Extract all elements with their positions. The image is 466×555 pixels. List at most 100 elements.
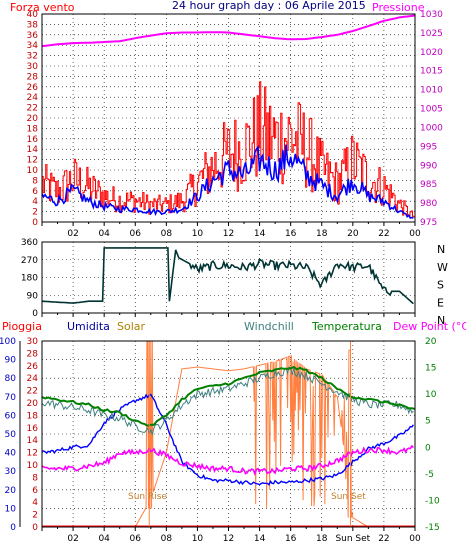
- wind-tick-label: 36: [27, 31, 39, 41]
- pressure-tick-label: 1020: [420, 48, 443, 58]
- sunrise-annotation: Sun Rise: [128, 492, 167, 502]
- pressure-tick-label: 980: [420, 199, 437, 209]
- rain-tick-label: 0: [32, 523, 38, 533]
- windchill-series: [41, 366, 414, 437]
- pressure-tick-label: 1005: [420, 105, 443, 115]
- x-tick-label: 14: [254, 534, 266, 544]
- wind-tick-label: 34: [27, 41, 39, 51]
- temperature-tick-label: 20: [425, 337, 437, 347]
- x-tick-label: 06: [130, 534, 142, 544]
- temperature-tick-label: 0: [425, 443, 431, 453]
- solar-label: Solar: [117, 320, 146, 333]
- rain-tick-label: 16: [27, 424, 39, 434]
- wind-direction-series: [41, 247, 414, 305]
- rain-tick-label: 4: [32, 498, 38, 508]
- x-tick-label: 00: [409, 229, 421, 239]
- humidity-tick-label: 10: [5, 504, 17, 514]
- compass-label: E: [437, 296, 444, 309]
- wind-tick-label: 10: [27, 166, 39, 176]
- pressure-tick-label: 975: [420, 218, 437, 228]
- temperature-tick-label: 15: [425, 364, 436, 374]
- temperature-tick-label: 5: [425, 417, 431, 427]
- wind-tick-label: 38: [27, 20, 39, 30]
- dewpoint-label: Dew Point (°C): [393, 320, 466, 333]
- wind-tick-label: 4: [32, 197, 38, 207]
- pressure-tick-label: 1015: [420, 67, 443, 77]
- rain-tick-label: 30: [27, 337, 39, 347]
- humidity-tick-label: 60: [5, 411, 17, 421]
- temperature-tick-label: 10: [425, 390, 437, 400]
- humidity-tick-label: 20: [5, 486, 17, 496]
- temperature-tick-label: -15: [425, 523, 440, 533]
- humidity-tick-label: 50: [5, 430, 17, 440]
- wind-tick-label: 22: [27, 104, 38, 114]
- compass-label: S: [437, 279, 444, 292]
- x-tick-label: 02: [67, 534, 78, 544]
- pressure-tick-label: 990: [420, 161, 437, 171]
- humidity-tick-label: 70: [5, 393, 17, 403]
- wind-tick-label: 24: [27, 93, 39, 103]
- rain-tick-label: 10: [27, 461, 39, 471]
- pressure-tick-label: 985: [420, 180, 437, 190]
- x-tick-label: 04: [98, 229, 110, 239]
- rain-tick-label: 12: [27, 449, 38, 459]
- x-tick-label: 20: [347, 229, 359, 239]
- pressure-tick-label: 1010: [420, 86, 443, 96]
- windchill-label: Windchill: [244, 320, 294, 333]
- wind-tick-label: 0: [32, 218, 38, 228]
- x-tick-label: 10: [192, 534, 204, 544]
- rain-tick-label: 26: [27, 362, 39, 372]
- wind-tick-label: 8: [32, 176, 38, 186]
- x-tick-label: 02: [67, 229, 78, 239]
- rain-tick-label: 8: [32, 473, 38, 483]
- x-tick-label: 22: [378, 229, 389, 239]
- rain-tick-label: 28: [27, 349, 39, 359]
- temperature-series: [41, 365, 416, 427]
- x-tick-label: 18: [316, 229, 328, 239]
- wind-tick-label: 16: [27, 135, 39, 145]
- direction-tick-label: 90: [27, 291, 39, 301]
- compass-label: N: [437, 314, 445, 327]
- direction-tick-label: 270: [21, 256, 38, 266]
- pressure-series: [41, 14, 416, 48]
- wind-tick-label: 40: [27, 10, 39, 20]
- temperature-label: Temperatura: [311, 320, 382, 333]
- humidity-tick-label: 100: [0, 337, 16, 347]
- x-tick-label: Sun Set: [335, 534, 370, 544]
- x-tick-label: 12: [223, 229, 234, 239]
- humidity-tick-label: 90: [5, 356, 17, 366]
- wind-tick-label: 20: [27, 114, 39, 124]
- wind-tick-label: 30: [27, 62, 39, 72]
- humidity-label: Umidita: [67, 320, 110, 333]
- humidity-tick-label: 80: [5, 374, 17, 384]
- rain-tick-label: 18: [27, 411, 39, 421]
- direction-tick-label: 0: [32, 309, 38, 319]
- temperature-tick-label: -5: [425, 470, 434, 480]
- temperature-tick-label: -10: [425, 496, 440, 506]
- x-tick-label: 16: [285, 534, 297, 544]
- wind-tick-label: 12: [27, 156, 38, 166]
- x-tick-label: 18: [316, 534, 328, 544]
- rain-tick-label: 24: [27, 374, 39, 384]
- wind-axis-label: Forza vento: [10, 1, 75, 14]
- rain-tick-label: 6: [32, 486, 38, 496]
- x-tick-label: 04: [98, 534, 110, 544]
- wind-tick-label: 2: [32, 208, 38, 218]
- pressure-tick-label: 1000: [420, 123, 443, 133]
- pressure-tick-label: 1025: [420, 29, 443, 39]
- wind-tick-label: 6: [32, 187, 38, 197]
- x-tick-label: 08: [161, 229, 173, 239]
- pressure-tick-label: 995: [420, 142, 437, 152]
- x-tick-label: 08: [161, 534, 173, 544]
- rain-tick-label: 20: [27, 399, 39, 409]
- x-tick-label: 12: [223, 534, 234, 544]
- x-tick-label: 00: [409, 534, 421, 544]
- dewpoint-series: [41, 444, 414, 477]
- pressure-tick-label: 1030: [420, 10, 443, 20]
- wind-tick-label: 26: [27, 83, 39, 93]
- wind-tick-label: 14: [27, 145, 39, 155]
- humidity-tick-label: 0: [10, 523, 16, 533]
- rain-tick-label: 2: [32, 511, 38, 521]
- chart-title: 24 hour graph day : 06 Aprile 2015: [172, 0, 366, 12]
